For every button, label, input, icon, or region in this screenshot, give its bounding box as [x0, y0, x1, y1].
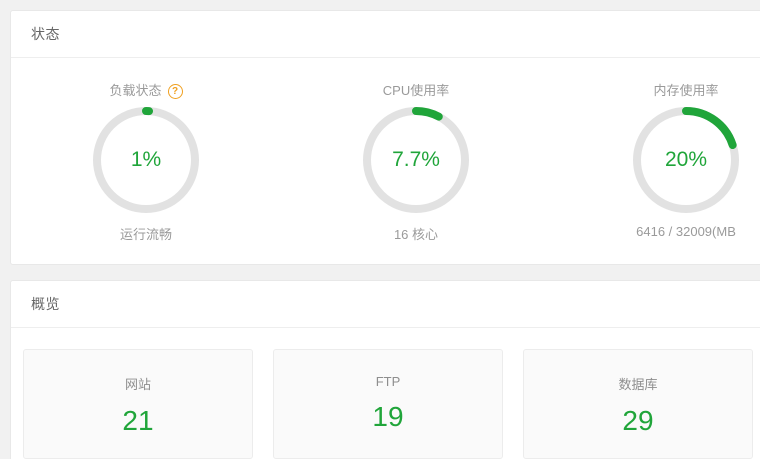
- stat-label-database: 数据库: [618, 377, 658, 392]
- stat-box-ftp[interactable]: FTP 19: [273, 349, 503, 459]
- status-card-header: 状态: [11, 11, 760, 58]
- gauge-cpu-label: CPU使用率: [382, 83, 450, 98]
- gauge-cpu-header: CPU使用率: [281, 82, 551, 100]
- stat-value-database: 29: [622, 405, 654, 436]
- gauge-cpu-ring: 7.7%: [360, 104, 472, 216]
- gauge-memory: 内存使用率 20% 6416 / 32009(MB: [551, 58, 760, 265]
- status-card-title: 状态: [31, 26, 60, 42]
- gauge-load-header: 负载状态 ?: [11, 82, 281, 100]
- gauge-cpu: CPU使用率 7.7% 16 核心: [281, 58, 551, 265]
- gauge-load: 负载状态 ? 1% 运行流畅: [11, 58, 281, 265]
- stat-value-ftp: 19: [372, 401, 404, 432]
- gauge-memory-label: 内存使用率: [653, 83, 719, 98]
- stat-label-ftp: FTP: [375, 374, 401, 389]
- gauge-load-label: 负载状态: [109, 83, 162, 98]
- stat-box-database[interactable]: 数据库 29: [523, 349, 753, 459]
- gauge-cpu-caption: 16 核心: [393, 227, 439, 242]
- gauge-memory-ring: 20%: [630, 104, 742, 216]
- status-card: 状态 负载状态 ? 1% 运行流畅: [10, 10, 760, 265]
- gauge-load-caption: 运行流畅: [119, 227, 172, 242]
- gauge-memory-header: 内存使用率: [551, 82, 760, 100]
- gauge-load-value: 1%: [130, 148, 162, 171]
- gauge-cpu-value: 7.7%: [392, 148, 440, 171]
- gauge-memory-value: 20%: [664, 148, 708, 171]
- question-mark-icon[interactable]: ?: [167, 83, 183, 99]
- gauge-memory-caption: 6416 / 32009(MB: [636, 224, 736, 239]
- stat-box-website[interactable]: 网站 21: [23, 349, 253, 459]
- gauge-load-ring: 1%: [90, 104, 202, 216]
- overview-card: 概览 网站 21 FTP 19 数据库 29: [10, 280, 760, 459]
- gauge-row: 负载状态 ? 1% 运行流畅 CPU使用率: [11, 58, 760, 265]
- stat-row: 网站 21 FTP 19 数据库 29: [11, 328, 760, 459]
- overview-card-header: 概览: [11, 281, 760, 328]
- stat-label-website: 网站: [124, 377, 151, 392]
- overview-card-title: 概览: [31, 296, 60, 312]
- stat-value-website: 21: [122, 405, 154, 436]
